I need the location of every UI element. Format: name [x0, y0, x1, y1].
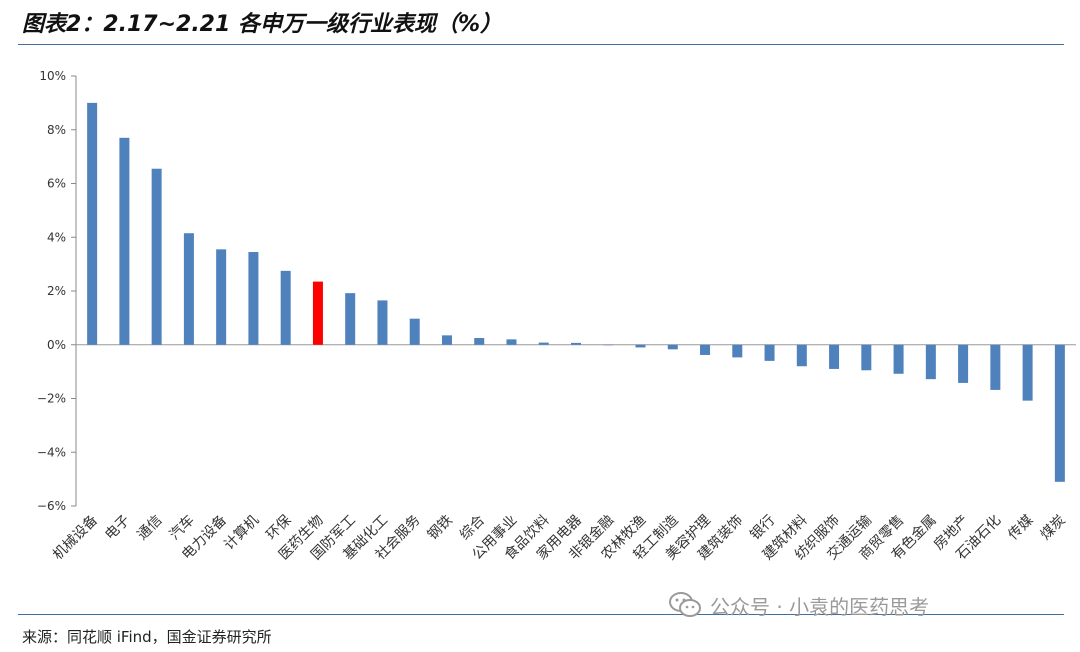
bar-29 — [990, 344, 1001, 390]
bar-14 — [506, 339, 517, 345]
bar-19 — [667, 344, 678, 350]
y-tick-label: 10% — [39, 69, 66, 83]
bar-16 — [571, 342, 581, 345]
bar-18 — [635, 344, 646, 348]
bar-12 — [441, 335, 452, 345]
x-tick-label: 钢铁 — [425, 512, 456, 543]
y-tick-label: 8% — [47, 123, 66, 137]
source-note: 来源：同花顺 iFind，国金证券研究所 — [22, 628, 272, 646]
bar-10 — [377, 300, 388, 345]
y-tick-label: −2% — [37, 392, 66, 406]
bar-7 — [280, 270, 291, 345]
bar-9 — [345, 293, 356, 345]
bar-5 — [216, 249, 227, 345]
bar-series — [87, 102, 1065, 482]
bar-25 — [861, 344, 872, 371]
wechat-icon — [669, 592, 701, 617]
bar-6 — [248, 252, 259, 345]
y-tick-label: 4% — [47, 230, 66, 244]
bar-24 — [829, 344, 840, 369]
y-tick-label: 0% — [47, 338, 66, 352]
y-tick-label: 6% — [47, 177, 66, 191]
bar-31 — [1054, 344, 1065, 482]
y-axis: 10% 8% 6% 4% 2% 0% −2% −4% −6% — [37, 69, 1076, 513]
bar-27 — [925, 344, 936, 380]
watermark-text: 公众号 · 小袁的医药思考 — [710, 594, 930, 619]
figure-title: 图表2：2.17~2.21 各申万一级行业表现（%） — [22, 12, 503, 37]
watermark: 公众号 · 小袁的医药思考 — [668, 590, 929, 620]
bar-21 — [732, 344, 743, 358]
bar-2 — [119, 137, 130, 345]
bar-28 — [958, 344, 969, 383]
x-tick-label: 机械设备 — [49, 512, 101, 564]
bar-8 — [312, 281, 323, 345]
bar-3 — [151, 168, 162, 345]
bar-22 — [764, 344, 775, 361]
bar-15 — [538, 342, 549, 345]
y-tick-label: −6% — [37, 499, 66, 513]
bar-13 — [474, 338, 485, 345]
bar-23 — [796, 344, 807, 367]
footer-divider — [18, 614, 1064, 615]
bar-11 — [409, 318, 420, 345]
x-tick-label: 传媒 — [1005, 512, 1036, 543]
bar-17 — [603, 344, 614, 346]
bar-4 — [183, 233, 194, 345]
bar-1 — [87, 102, 98, 345]
title-divider — [18, 44, 1064, 45]
x-tick-label: 通信 — [134, 512, 165, 543]
bar-chart: 10% 8% 6% 4% 2% 0% −2% −4% −6% 机械设备 电子 通信 汽车电力设备计算机… — [37, 69, 1076, 564]
bar-30 — [1022, 344, 1033, 401]
y-tick-label: 2% — [47, 284, 66, 298]
y-tick-label: −4% — [37, 445, 66, 459]
bar-20 — [700, 344, 711, 355]
x-tick-label: 电子 — [102, 512, 133, 543]
x-tick-label: 煤炭 — [1038, 512, 1069, 543]
x-tick-label: 计算机 — [221, 512, 262, 553]
bar-26 — [893, 344, 904, 374]
